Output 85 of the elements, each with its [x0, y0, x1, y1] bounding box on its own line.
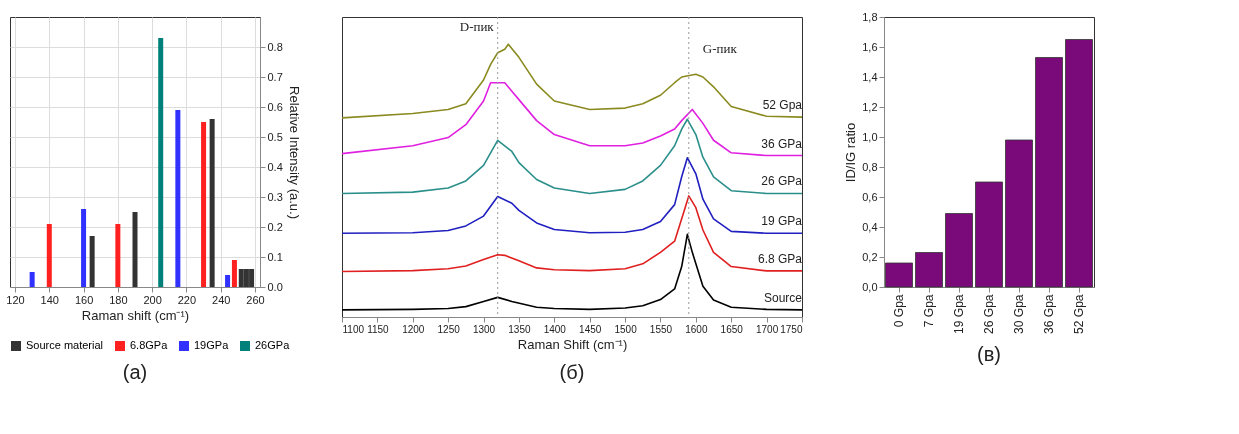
- bar: [231, 260, 237, 287]
- x-tick-label: 1550: [649, 323, 673, 335]
- x-tick-label: 1450: [579, 323, 602, 335]
- x-tick-label: 160: [74, 293, 94, 306]
- y-tick-label: 1,2: [862, 100, 878, 113]
- bar: [885, 262, 913, 288]
- x-tick-label: 1350: [508, 323, 531, 335]
- legend-label: 19GPa: [194, 339, 230, 351]
- y-tick-label: 1,6: [862, 40, 878, 53]
- y-axis-title: Relative Intensity (a.u.): [286, 86, 302, 219]
- y-tick-label: 0.1: [267, 250, 283, 263]
- text: (a): [122, 361, 148, 383]
- y-tick-label: 0.0: [267, 280, 283, 293]
- y-tick-label: 1,0: [862, 130, 878, 143]
- y-tick-label: 0,0: [862, 280, 878, 293]
- x-tick-label: 260: [246, 293, 265, 306]
- y-tick-label: 0.3: [267, 190, 283, 203]
- y-tick-label: 0,2: [862, 250, 878, 263]
- x-axis-title: Raman shift (cm⁻¹): [81, 307, 190, 323]
- x-tick-label: 220: [177, 293, 197, 306]
- bar: [132, 212, 138, 287]
- x-tick-label: 1300: [472, 323, 496, 335]
- x-tick-label: 1650: [720, 323, 744, 335]
- y-tick-label: 0.5: [267, 130, 283, 143]
- series-label: 36 GPa: [761, 136, 803, 151]
- y-tick-label: 0.2: [267, 220, 283, 233]
- bar: [89, 236, 95, 287]
- y-tick-label: 0.6: [267, 100, 283, 113]
- y-tick-label: 0,6: [862, 190, 878, 203]
- x-tick-label: 120: [6, 293, 25, 306]
- bar: [225, 275, 231, 287]
- x-axis-title: Raman Shift (cm⁻¹): [517, 336, 628, 352]
- bar: [915, 252, 943, 288]
- series-label: 52 Gpa: [762, 98, 803, 113]
- x-tick-label: 240: [212, 293, 231, 306]
- y-tick-label: 1,4: [862, 70, 878, 83]
- legend-label: Source material: [26, 339, 104, 351]
- x-tick-label: 1200: [402, 323, 425, 335]
- x-tick-label: 36 Gpa: [1042, 294, 1056, 334]
- bar: [209, 119, 215, 287]
- x-tick-label: 1500: [614, 323, 638, 335]
- y-tick-label: 0.7: [267, 70, 283, 83]
- bar: [175, 110, 181, 287]
- legend-label: 6.8GPa: [130, 339, 169, 351]
- bar: [29, 272, 35, 287]
- legend-label: 26GPa: [255, 339, 291, 351]
- y-tick-label: 1,8: [862, 10, 878, 23]
- bar: [115, 224, 121, 287]
- x-tick-label: 52 Gpa: [1072, 294, 1086, 334]
- x-tick-label: 1700: [755, 323, 779, 335]
- series-label: 6.8 GPa: [757, 251, 803, 266]
- bar: [158, 38, 164, 287]
- text: (в): [977, 343, 1001, 366]
- x-tick-label: 7 Gpa: [922, 294, 936, 328]
- text: (б): [559, 361, 585, 383]
- series-label: 26 GPa: [761, 174, 803, 189]
- x-tick-label: 0 Gpa: [892, 294, 906, 328]
- bar: [1035, 57, 1063, 288]
- y-tick-label: 0.8: [267, 40, 283, 53]
- bar: [1005, 139, 1033, 288]
- y-tick-label: 0.4: [267, 160, 283, 173]
- x-tick-label: 1400: [543, 323, 567, 335]
- x-tick-label: 180: [109, 293, 128, 306]
- bar: [81, 209, 87, 287]
- y-tick-label: 0,4: [862, 220, 878, 233]
- x-tick-label: 140: [40, 293, 59, 306]
- x-tick-label: 1750: [780, 323, 803, 335]
- ref-line-label: D-пик: [459, 19, 495, 34]
- series-label: Source: [763, 290, 803, 305]
- x-tick-label: 1600: [685, 323, 708, 335]
- x-tick-label: 1100: [342, 323, 365, 335]
- series-label: 19 GPa: [761, 214, 803, 229]
- y-axis-title: ID/IG ratio: [843, 122, 859, 183]
- bar: [201, 122, 207, 287]
- ref-line-label: G-пик: [702, 41, 738, 56]
- x-tick-label: 30 Gpa: [1012, 294, 1026, 334]
- bar: [975, 181, 1003, 288]
- x-tick-label: 1150: [367, 323, 390, 335]
- x-tick-label: 19 Gpa: [952, 294, 966, 334]
- x-tick-label: 1250: [437, 323, 461, 335]
- x-tick-label: 200: [143, 293, 162, 306]
- bar: [945, 213, 973, 288]
- y-tick-label: 0,8: [862, 160, 878, 173]
- x-tick-label: 26 Gpa: [982, 294, 996, 334]
- bar: [46, 224, 52, 287]
